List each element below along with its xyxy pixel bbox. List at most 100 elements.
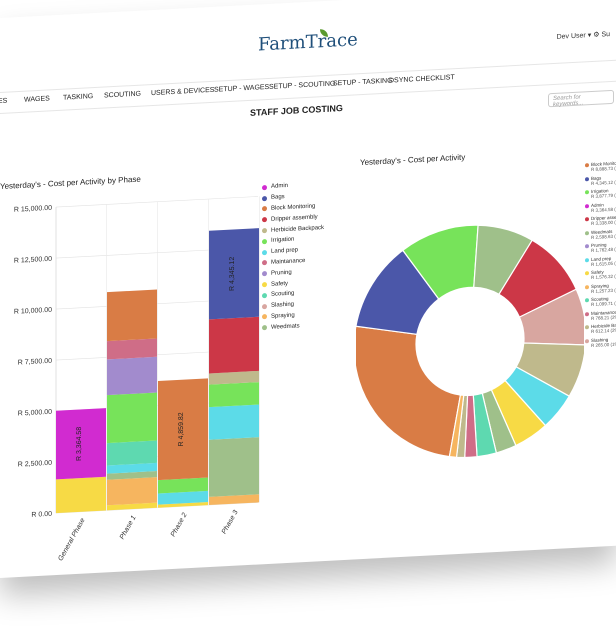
legend-value: R 4,345.12 (13% — [591, 179, 616, 186]
legend-swatch — [585, 244, 589, 249]
legend-swatch — [585, 190, 589, 195]
legend-label: Admin — [271, 183, 289, 191]
legend-swatch — [585, 163, 589, 168]
user-tail: Su — [601, 31, 610, 39]
legend-value: R 265.00 (1%) — [591, 341, 616, 348]
nav-item-setup-scouting[interactable]: SETUP - SCOUTING — [269, 80, 336, 91]
nav-item-scouting[interactable]: SCOUTING — [104, 90, 141, 100]
legend-item[interactable]: Weedmats — [262, 319, 324, 333]
bar-chart-title: Yesterday's - Cost per Activity by Phase — [0, 174, 141, 191]
bar-segment-land-prep — [209, 404, 259, 440]
legend-label: Pruning — [271, 269, 292, 277]
legend-swatch — [262, 282, 267, 288]
x-tick-label: General Phase — [57, 517, 86, 562]
legend-label: Weedmats — [271, 323, 300, 331]
stacked-bar-chart: R 0.00 R 2,500.00 R 5,000.00 R 7,500.00 R 10… — [14, 196, 260, 562]
legend-swatch — [262, 303, 267, 309]
bar-segment-maintanance — [107, 338, 157, 360]
x-tick-label: Phase 1 — [119, 515, 138, 541]
nav-item-wages[interactable]: WAGES — [24, 95, 50, 104]
y-tick-label: R 15,000.00 — [14, 205, 52, 214]
legend-label: Irrigation — [271, 236, 295, 245]
legend-label: Bags — [271, 194, 285, 201]
bar-segment-safety — [56, 476, 106, 514]
bar-segment-bags — [209, 228, 259, 320]
bar-segment-weedmats — [107, 471, 157, 480]
legend-swatch — [585, 338, 589, 343]
grid-line — [56, 196, 258, 208]
legend-swatch — [262, 184, 267, 191]
user-name: Dev User — [556, 32, 586, 41]
y-tick-label: R 0.00 — [31, 511, 52, 519]
bar-segment-admin — [56, 408, 106, 480]
donut-chart — [356, 224, 584, 459]
legend-value: R 1,099.71 (3%) — [591, 300, 616, 308]
legend-swatch — [585, 176, 589, 181]
legend-swatch — [585, 298, 589, 303]
legend-swatch — [262, 271, 267, 277]
legend-swatch — [262, 238, 267, 245]
bar-segment-irrigation — [209, 382, 259, 408]
chevron-down-icon: ▾ — [587, 32, 592, 40]
legend-swatch — [585, 325, 589, 330]
legend-swatch — [585, 230, 589, 235]
legend-value: R 1,257.23 (4%) — [591, 287, 616, 294]
x-tick-label: Phase 2 — [170, 512, 189, 538]
legend-swatch — [262, 325, 267, 331]
legend-value: R 768.21 (2%) — [591, 314, 616, 321]
bar-segment-scouting — [107, 440, 157, 466]
legend-label: Land prep — [271, 247, 299, 255]
legend-swatch — [585, 311, 589, 316]
legend-value: R 2,598.63 (7% — [591, 233, 616, 240]
y-tick-label: R 10,000.00 — [14, 307, 52, 316]
legend-value: R 612.14 (2%) — [591, 327, 616, 335]
bar-chart-legend: Admin Bags Block Monitoring Dripper assembl… — [262, 179, 324, 333]
legend-value: R 1,762.48 (5% — [591, 246, 616, 254]
nav-item[interactable]: ES — [0, 97, 8, 106]
legend-label: Block Monitoring — [271, 203, 316, 212]
nav-item-users-devices[interactable]: USERS & DEVICES — [151, 86, 215, 98]
farmtrace-logo[interactable]: FarmTrace — [258, 29, 358, 56]
bar-segment-block-monitoring — [107, 289, 157, 342]
bar-segment-block-monitoring — [158, 378, 208, 481]
bar-segment-spraying — [209, 494, 259, 506]
bar-segment-safety — [158, 502, 208, 508]
legend-swatch — [585, 217, 589, 222]
legend-swatch — [262, 292, 267, 299]
legend-swatch — [585, 203, 589, 208]
legend-swatch — [262, 206, 267, 212]
legend-swatch — [585, 284, 589, 289]
legend-label: Spraying — [271, 312, 295, 320]
bar-data-label: R 4,345.12 — [229, 256, 236, 291]
legend-swatch — [262, 217, 267, 223]
legend-label: Scouting — [271, 290, 295, 299]
legend-value: R 3,364.58 (10% — [591, 206, 616, 213]
legend-swatch — [585, 271, 589, 276]
user-menu[interactable]: Dev User ▾ ⚙ Su — [557, 30, 610, 41]
bar-segment-herbicide-backpack — [209, 370, 259, 385]
legend-label: Maintanance — [271, 257, 306, 266]
bar-data-label: R 3,364.58 — [76, 426, 83, 461]
bar-segment-land-prep — [107, 462, 157, 474]
nav-item-dsync-checklist[interactable]: DSYNC CHECKLIST — [389, 74, 455, 85]
nav-item-setup-wages[interactable]: SETUP - WAGES — [214, 83, 270, 94]
legend-swatch — [262, 228, 267, 234]
legend-label: Dripper assembly — [271, 214, 318, 223]
donut-slice-block-monitoring — [356, 325, 462, 458]
donut-slice-slashing — [518, 288, 584, 346]
bar-segment-safety — [107, 502, 157, 511]
nav-item-tasking[interactable]: TASKING — [63, 93, 94, 102]
legend-swatch — [262, 314, 267, 320]
page-title: STAFF JOB COSTING — [250, 103, 343, 118]
search-input[interactable]: Search for keywords... — [548, 89, 614, 108]
bar-data-label: R 4,859.82 — [178, 412, 185, 447]
legend-label: Herbicide Backpack — [271, 224, 325, 234]
nav-item-setup-tasking[interactable]: SETUP - TASKING — [333, 77, 393, 88]
gear-icon: ⚙ — [593, 31, 600, 39]
bar-segment-irrigation — [158, 477, 208, 494]
y-tick-label: R 7,500.00 — [18, 358, 52, 367]
bar-segment-dripper-assembly — [209, 316, 259, 374]
legend-label: Slashing — [271, 301, 295, 309]
bar-segment-pruning — [107, 356, 157, 396]
